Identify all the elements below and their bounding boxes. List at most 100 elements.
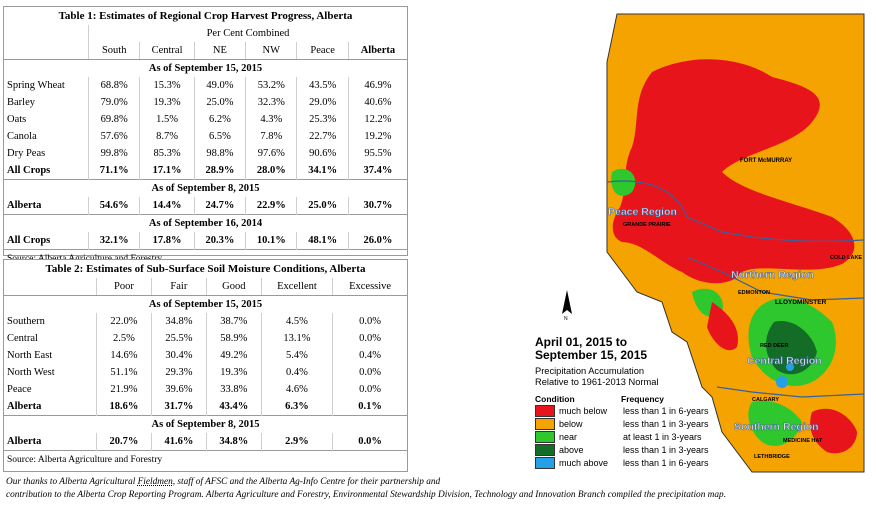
- cell: 32.3%: [245, 94, 297, 111]
- table-2: Table 2: Estimates of Sub-Surface Soil M…: [4, 260, 407, 468]
- cell: 25.0%: [296, 197, 349, 215]
- row-label: North West: [7, 367, 55, 378]
- cell: 20.3%: [193, 232, 246, 250]
- column-header: Excessive: [332, 278, 407, 296]
- row-label: Alberta: [7, 436, 42, 447]
- section-date: As of September 8, 2015: [4, 179, 407, 197]
- cell: 15.3%: [139, 77, 195, 94]
- cell: 69.8%: [87, 111, 140, 128]
- northern-boundary: [686, 256, 865, 301]
- map-title-line-1: April 01, 2015 to: [535, 335, 628, 349]
- cell: 0.0%: [332, 381, 407, 398]
- column-header: NW: [245, 42, 297, 60]
- cell: 46.9%: [347, 77, 407, 94]
- table-2-soil-moisture: Table 2: Estimates of Sub-Surface Soil M…: [3, 259, 408, 472]
- table-row-all-crops: All Crops 71.1% 17.1% 28.9% 28.0% 34.1% …: [4, 162, 407, 180]
- cell: 22.9%: [245, 197, 297, 215]
- cell: 58.9%: [205, 330, 262, 347]
- table-1: Table 1: Estimates of Regional Crop Harv…: [4, 7, 407, 267]
- cell: 4.3%: [245, 111, 297, 128]
- cell: 14.6%: [96, 347, 152, 364]
- city-label-medicine-hat: MEDICINE HAT: [783, 438, 823, 444]
- table-1-title: Table 1: Estimates of Regional Crop Harv…: [58, 10, 353, 22]
- legend-frequency: less than 1 in 3-years: [623, 418, 709, 429]
- cell: 30.7%: [347, 197, 407, 215]
- city-label-calgary: CALGARY: [752, 397, 779, 403]
- cell: 13.1%: [260, 330, 333, 347]
- cell: 1.5%: [139, 111, 195, 128]
- row-label: Peace: [7, 384, 32, 395]
- map-labels: FORT McMURRAY Peace Region GRANDE PRAIRI…: [608, 158, 863, 460]
- legend-swatch: [535, 456, 555, 469]
- cell: 19.3%: [205, 364, 262, 381]
- cell: 41.6%: [150, 433, 207, 451]
- cell: 0.0%: [332, 313, 407, 330]
- cell: 49.2%: [205, 347, 262, 364]
- city-label-grande-prairie: GRANDE PRAIRIE: [623, 222, 671, 228]
- much-above-area: [776, 376, 788, 388]
- cell: 90.6%: [296, 145, 349, 162]
- row-label: All Crops: [7, 235, 51, 246]
- north-arrow-icon: [562, 290, 572, 314]
- row-label: Dry Peas: [7, 148, 46, 159]
- cell: 25.3%: [296, 111, 349, 128]
- row-label: Alberta: [7, 200, 42, 211]
- cell: 25.0%: [193, 94, 246, 111]
- cell: 17.8%: [139, 232, 195, 250]
- row-label: Oats: [7, 114, 27, 125]
- near-area: [611, 168, 636, 196]
- cell: 71.1%: [87, 162, 140, 180]
- column-header: Excellent: [260, 278, 333, 296]
- table-row: Oats 69.8% 1.5% 6.2% 4.3% 25.3% 12.2%: [4, 111, 407, 128]
- region-boundaries: [606, 180, 865, 398]
- map-subtitle-line-1: Precipitation Accumulation: [535, 366, 645, 376]
- legend-frequency: at least 1 in 3-years: [623, 431, 702, 442]
- column-header: Good: [205, 278, 262, 296]
- map-legend: April 01, 2015 to September 15, 2015 Pre…: [535, 336, 755, 469]
- cell: 28.0%: [245, 162, 297, 180]
- map-title-line-2: September 15, 2015: [535, 348, 648, 362]
- column-header: Fair: [150, 278, 207, 296]
- table-row: Spring Wheat 68.8% 15.3% 49.0% 53.2% 43.5% 46.…: [4, 77, 407, 94]
- cell: 33.8%: [205, 381, 262, 398]
- cell: 8.7%: [139, 128, 195, 145]
- legend-condition: much above: [559, 457, 609, 468]
- table-2-source: Source: Alberta Agriculture and Forestry: [4, 450, 407, 468]
- legend-swatch: [535, 404, 555, 417]
- province-outline: [606, 13, 865, 473]
- table-2-title: Table 2: Estimates of Sub-Surface Soil M…: [45, 263, 366, 275]
- footnote-line-2: contribution to the Alberta Crop Reporti…: [6, 490, 727, 500]
- legend-swatch: [535, 430, 555, 443]
- legend-frequency: less than 1 in 6-years: [623, 457, 709, 468]
- city-label-red-deer: RED DEER: [760, 343, 788, 349]
- cell: 57.6%: [87, 128, 140, 145]
- legend-condition: below: [559, 418, 583, 429]
- precipitation-map: FORT McMURRAY Peace Region GRANDE PRAIRI…: [562, 13, 865, 473]
- column-header: Poor: [96, 278, 152, 296]
- table-row-alberta-sep8: Alberta 20.7% 41.6% 34.8% 2.9% 0.0%: [4, 433, 407, 451]
- cell: 22.7%: [296, 128, 349, 145]
- cell: 34.8%: [205, 433, 262, 451]
- cell: 38.7%: [205, 313, 262, 330]
- cell: 17.1%: [139, 162, 195, 180]
- row-label: North East: [7, 350, 53, 361]
- table-1-crop-harvest-progress: Table 1: Estimates of Regional Crop Harv…: [3, 6, 408, 267]
- section-date: As of September 8, 2015: [4, 415, 407, 433]
- footnote-underlined-word: Fieldmen: [137, 477, 173, 487]
- cell: 0.0%: [332, 364, 407, 381]
- table-1-subtitle: Per Cent Combined: [88, 25, 407, 42]
- legend-swatch: [535, 417, 555, 430]
- column-header: Alberta: [347, 42, 407, 60]
- cell: 43.5%: [296, 77, 349, 94]
- column-header: Central: [139, 42, 195, 60]
- column-header: South: [87, 42, 140, 60]
- column-header: NE: [193, 42, 246, 60]
- cell: 37.4%: [347, 162, 407, 180]
- table-row: North West 51.1% 29.3% 19.3% 0.4% 0.0%: [4, 364, 407, 381]
- cell: 85.3%: [139, 145, 195, 162]
- cell: 28.9%: [193, 162, 246, 180]
- cell: 21.9%: [96, 381, 152, 398]
- legend-item: below less than 1 in 3-years: [535, 417, 755, 430]
- city-label-lethbridge: LETHBRIDGE: [754, 454, 790, 460]
- cell: 5.4%: [260, 347, 333, 364]
